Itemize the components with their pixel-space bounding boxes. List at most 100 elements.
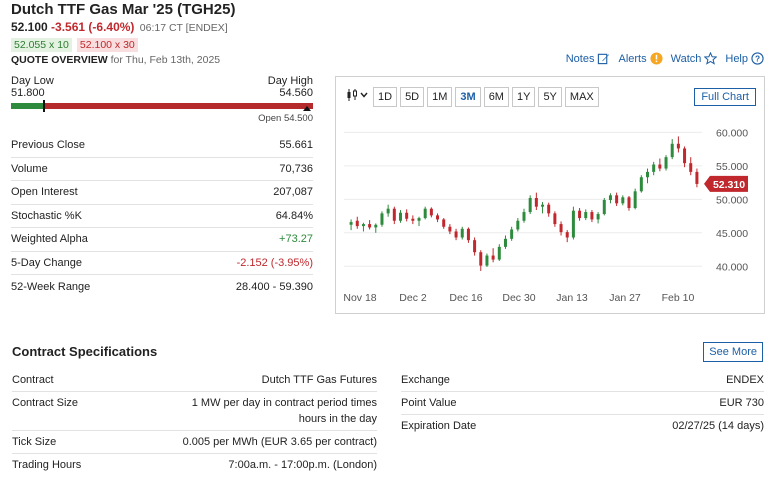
candle-body (559, 224, 563, 233)
help-label: Help (725, 52, 748, 65)
candle-body (417, 218, 421, 221)
x-tick-label: Feb 10 (662, 292, 695, 304)
stat-label: Open Interest (11, 186, 78, 199)
spec-value: 02/27/25 (14 days) (672, 420, 764, 432)
stat-label: 52-Week Range (11, 280, 91, 293)
period-1m-button[interactable]: 1M (427, 87, 453, 107)
alert-icon (650, 52, 663, 65)
spec-value: 1 MW per day in contract period times ho… (191, 397, 377, 425)
stat-value: 207,087 (273, 186, 313, 199)
chart-toolbar: 1D 5D 1M 3M 6M 1Y 5Y MAX (344, 86, 599, 108)
candle-body (658, 164, 662, 169)
candle-body (578, 210, 582, 219)
stat-value: 55.661 (279, 139, 313, 152)
candle-body (374, 224, 378, 228)
spec-label: Tick Size (12, 436, 57, 448)
spec-label: Contract (12, 374, 54, 386)
stat-label: 5-Day Change (11, 256, 82, 269)
y-tick-label: 50.000 (716, 194, 748, 206)
candle-body (442, 219, 446, 227)
full-chart-button[interactable]: Full Chart (694, 88, 756, 106)
price-change: -3.561 (-6.40%) (51, 20, 135, 34)
spec-label: Exchange (401, 374, 450, 386)
period-1d-button[interactable]: 1D (373, 87, 398, 107)
candle-body (571, 210, 575, 238)
period-1y-button[interactable]: 1Y (511, 87, 536, 107)
svg-text:?: ? (755, 54, 760, 64)
candle-body (627, 197, 631, 209)
price-chart-panel: 1D 5D 1M 3M 6M 1Y 5Y MAX Full Chart 60.0… (335, 76, 765, 314)
day-high-value: 54.560 (279, 87, 313, 99)
spec-row: Trading Hours 7:00a.m. - 17:00p.m. (Londo… (12, 453, 377, 476)
spec-row: Expiration Date 02/27/25 (14 days) (401, 414, 764, 437)
x-tick-label: Dec 30 (502, 292, 535, 304)
stat-value: -2.152 (-3.95%) (236, 256, 313, 269)
candle-body (615, 195, 619, 204)
spec-row: Contract Dutch TTF Gas Futures (12, 369, 377, 391)
x-tick-label: Jan 27 (609, 292, 641, 304)
candle-body (405, 212, 409, 219)
open-price: Open 54.500 (11, 106, 313, 124)
stat-row: Weighted Alpha +73.27 (11, 228, 313, 252)
quote-stats: Previous Close 55.661 Volume 70,736 Open I… (11, 134, 313, 299)
candle-body (553, 213, 557, 225)
period-3m-button[interactable]: 3M (455, 87, 481, 107)
stat-row: Stochastic %K 64.84% (11, 205, 313, 228)
y-tick-label: 60.000 (716, 127, 748, 139)
candle-body (361, 224, 365, 227)
period-5d-button[interactable]: 5D (400, 87, 425, 107)
day-range-marker (43, 100, 46, 112)
alerts-label: Alerts (618, 52, 647, 65)
day-range-fill (11, 103, 45, 109)
candle-body (639, 177, 643, 192)
candle-body (695, 171, 699, 184)
stat-label: Previous Close (11, 139, 85, 152)
stat-label: Stochastic %K (11, 209, 82, 222)
stat-row: Open Interest 207,087 (11, 181, 313, 205)
candle-body (652, 164, 656, 172)
candle-body (534, 197, 538, 207)
candle-body (516, 220, 520, 230)
candle-body (491, 255, 495, 260)
candle-body (386, 208, 390, 214)
candle-body (584, 212, 588, 219)
candle-body (485, 255, 489, 266)
alerts-link[interactable]: Alerts (618, 52, 663, 65)
x-tick-label: Nov 18 (343, 292, 376, 304)
day-range: Day Low Day High 51.800 54.560 Open 54.5… (11, 75, 313, 124)
candle-body (646, 171, 650, 178)
help-link[interactable]: Help ? (725, 52, 764, 65)
spec-label: Expiration Date (401, 420, 477, 432)
watch-link[interactable]: Watch (671, 52, 718, 65)
candle-body (497, 246, 501, 260)
spec-row: Exchange ENDEX (401, 369, 764, 391)
stat-row: Volume 70,736 (11, 158, 313, 181)
candle-body (411, 218, 415, 221)
candle-body (436, 215, 440, 220)
candle-body (503, 238, 507, 247)
period-6m-button[interactable]: 6M (483, 87, 509, 107)
candle-body (349, 222, 353, 225)
period-5y-button[interactable]: 5Y (538, 87, 562, 107)
candle-body (670, 143, 674, 158)
stat-value: +73.27 (279, 233, 313, 246)
stat-row: 5-Day Change -2.152 (-3.95%) (11, 252, 313, 275)
see-more-button[interactable]: See More (703, 342, 763, 362)
candle-body (392, 208, 396, 221)
candle-body (547, 204, 551, 214)
period-max-button[interactable]: MAX (564, 87, 599, 107)
x-tick-label: Jan 13 (556, 292, 588, 304)
candle-body (683, 148, 687, 164)
notes-link[interactable]: Notes (566, 52, 611, 65)
spec-value: EUR 730 (719, 397, 764, 409)
stat-label: Volume (11, 162, 48, 175)
spec-value: Dutch TTF Gas Futures (261, 374, 377, 386)
spec-value: 0.005 per MWh (EUR 3.65 per contract) (182, 436, 377, 448)
quote-time: 06:17 CT [ENDEX] (139, 22, 228, 34)
spec-value: 7:00a.m. - 17:00p.m. (London) (228, 459, 377, 471)
y-tick-label: 55.000 (716, 161, 748, 173)
watch-label: Watch (670, 52, 702, 65)
chart-type-button[interactable] (344, 86, 370, 108)
page-actions: Notes Alerts Watch Help ? (566, 52, 764, 65)
candlestick-chart[interactable]: 60.000 55.000 50.000 45.000 40.000 52.310 Nov … (336, 113, 764, 313)
